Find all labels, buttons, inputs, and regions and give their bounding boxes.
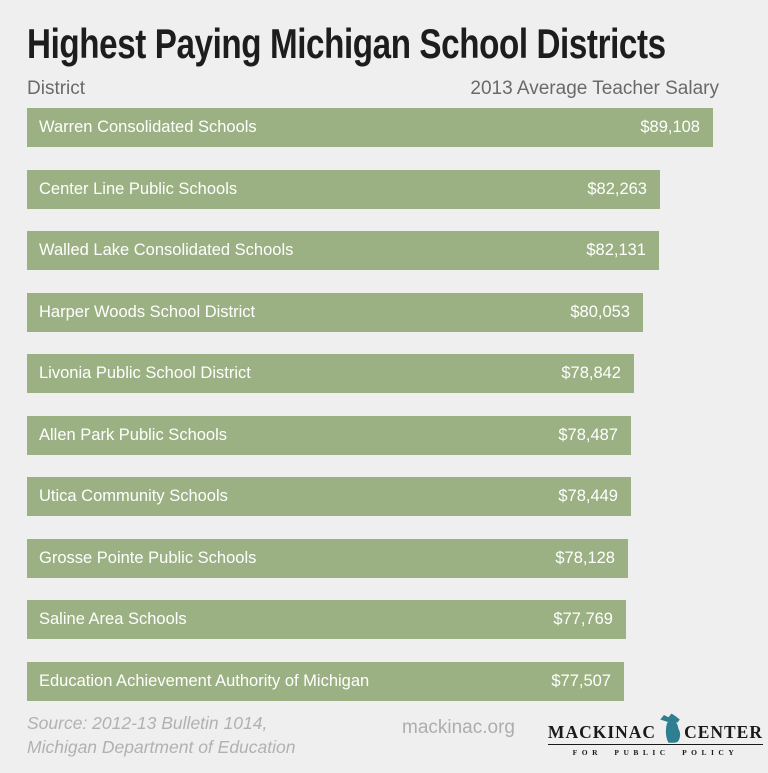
bar-row: Warren Consolidated Schools $89,108 [27, 108, 768, 147]
salary-value: $78,487 [558, 425, 618, 444]
source-line-2: Michigan Department of Education [27, 737, 296, 757]
salary-value: $82,131 [586, 241, 646, 259]
website-link: mackinac.org [402, 717, 515, 738]
bar: Grosse Pointe Public Schools $78,128 [27, 538, 628, 578]
bar-row: Utica Community Schools $78,449 [27, 477, 768, 516]
district-label: Education Achievement Authority of Michi… [39, 671, 370, 690]
column-header-salary: 2013 Average Teacher Salary [470, 78, 719, 99]
district-label: Allen Park Public Schools [39, 425, 228, 444]
salary-value: $77,507 [551, 671, 611, 690]
logo-wordmark: MACKINAC CENTER [547, 710, 763, 745]
bar: Livonia Public School District $78,842 [27, 354, 634, 393]
salary-value: $82,263 [587, 179, 647, 198]
district-label: Warren Consolidated Schools [39, 118, 257, 136]
bar: Walled Lake Consolidated Schools $82,131 [27, 231, 659, 270]
district-label: Livonia Public School District [39, 364, 251, 382]
bar: Saline Area Schools $77,769 [27, 600, 626, 639]
bar-row: Saline Area Schools $77,769 [27, 600, 768, 639]
district-label: Saline Area Schools [39, 610, 187, 628]
bar: Warren Consolidated Schools $89,108 [27, 108, 713, 147]
salary-value: $78,842 [561, 364, 621, 382]
district-label: Walled Lake Consolidated Schools [39, 241, 294, 259]
bar: Harper Woods School District $80,053 [27, 292, 643, 332]
source-note: Source: 2012-13 Bulletin 1014, Michigan … [27, 711, 295, 759]
bar-row: Education Achievement Authority of Michi… [27, 661, 768, 701]
district-label: Utica Community Schools [39, 487, 228, 505]
bar-row: Walled Lake Consolidated Schools $82,131 [27, 231, 768, 270]
source-line-1: Source: 2012-13 Bulletin 1014, [27, 713, 268, 733]
salary-value: $78,449 [558, 487, 618, 505]
bar-chart: Warren Consolidated Schools $89,108 Center… [27, 108, 768, 723]
logo-word-mackinac: MACKINAC [547, 722, 657, 742]
logo-tagline: FOR PUBLIC POLICY [572, 748, 739, 757]
bar-row: Center Line Public Schools $82,263 [27, 169, 768, 209]
district-label: Grosse Pointe Public Schools [39, 548, 257, 567]
column-headers: District 2013 Average Teacher Salary [27, 78, 719, 100]
bar: Education Achievement Authority of Michi… [27, 661, 624, 701]
district-label: Harper Woods School District [39, 302, 256, 321]
salary-value: $77,769 [553, 610, 613, 628]
bar-row: Harper Woods School District $80,053 [27, 292, 768, 332]
chart-title: Highest Paying Michigan School Districts [27, 20, 666, 67]
bar: Allen Park Public Schools $78,487 [27, 415, 631, 455]
column-header-district: District [27, 78, 86, 99]
district-label: Center Line Public Schools [39, 179, 238, 198]
logo-word-center: CENTER [684, 722, 763, 742]
salary-value: $89,108 [640, 118, 700, 136]
salary-value: $78,128 [555, 548, 615, 567]
salary-value: $80,053 [570, 302, 630, 321]
bar-row: Allen Park Public Schools $78,487 [27, 415, 768, 455]
mackinac-center-logo: MACKINAC CENTER FOR PUBLIC POLICY [547, 710, 763, 757]
bar: Center Line Public Schools $82,263 [27, 169, 660, 209]
bar-row: Livonia Public School District $78,842 [27, 354, 768, 393]
michigan-icon [660, 713, 681, 743]
bar: Utica Community Schools $78,449 [27, 477, 631, 516]
bar-row: Grosse Pointe Public Schools $78,128 [27, 538, 768, 578]
